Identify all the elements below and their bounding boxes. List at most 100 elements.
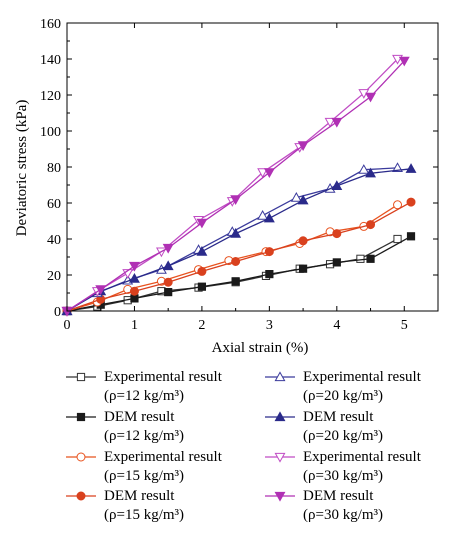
series-line [66, 58, 398, 312]
legend-label: Experimental result [303, 449, 422, 465]
y-axis-label: Deviatoric stress (kPa) [14, 100, 30, 237]
series-line [66, 60, 405, 312]
legend-entry-2: DEM result (ρ=12 kg/m³) [66, 409, 184, 444]
x-tick-label: 1 [131, 318, 138, 333]
series-7 [61, 54, 403, 317]
plot-area [61, 54, 417, 317]
legend-entry-6: DEM result (ρ=20 kg/m³) [265, 409, 383, 444]
x-tick-label: 3 [266, 318, 273, 333]
legend-entry-1: Experimental result (ρ=12 kg/m³) [66, 369, 223, 404]
y-tick-label: 0 [54, 305, 61, 320]
data-point [129, 272, 140, 283]
data-point [164, 288, 173, 297]
legend-label-density: (ρ=20 kg/m³) [303, 388, 383, 404]
data-point [366, 254, 375, 263]
legend-label: DEM result [104, 409, 175, 425]
legend-label-density: (ρ=12 kg/m³) [104, 428, 184, 444]
data-point [197, 282, 207, 291]
legend-entry-7: Experimental result (ρ=30 kg/m³) [265, 449, 422, 484]
plot-frame [66, 22, 439, 312]
legend-marker [274, 411, 286, 422]
data-point [129, 261, 140, 272]
data-point [263, 168, 275, 179]
data-point [162, 243, 174, 254]
data-point [230, 195, 242, 206]
legend-marker [274, 452, 286, 463]
x-tick-label: 0 [64, 318, 71, 333]
legend-marker [76, 412, 86, 422]
data-point [365, 167, 376, 178]
data-point [197, 266, 207, 276]
y-tick-label: 160 [40, 17, 61, 32]
series-2 [62, 232, 416, 316]
y-tick-label: 140 [40, 53, 61, 68]
series-line [66, 168, 412, 312]
x-tick-label: 2 [198, 318, 205, 333]
legend-entry-5: Experimental result (ρ=20 kg/m³) [265, 369, 422, 404]
series-5 [61, 162, 403, 316]
data-point [332, 258, 341, 267]
series-line [66, 235, 412, 312]
legend-label-density: (ρ=30 kg/m³) [303, 507, 383, 523]
legend-label-density: (ρ=15 kg/m³) [104, 468, 184, 484]
x-tick-label: 4 [333, 318, 340, 333]
legend-label: Experimental result [303, 369, 422, 385]
data-point [298, 236, 308, 246]
data-point [393, 200, 403, 210]
legend-entry-8: DEM result (ρ=30 kg/m³) [265, 488, 383, 523]
data-point [297, 194, 309, 205]
y-tick-label: 80 [47, 161, 61, 176]
data-point [324, 117, 336, 128]
series-line [66, 167, 398, 312]
legend: Experimental result(ρ=12 kg/m³)Experimen… [66, 369, 422, 523]
data-point [257, 209, 269, 220]
data-point [196, 218, 208, 229]
axes: 0 1 2 3 4 5 0 20 40 60 80 100 120 140 160 [40, 17, 439, 333]
data-point [406, 232, 416, 241]
legend-label-density: (ρ=15 kg/m³) [104, 507, 184, 523]
series-line [66, 238, 398, 312]
legend-label: DEM result [104, 488, 175, 504]
data-point [332, 229, 342, 239]
data-point [231, 257, 241, 266]
legend-label-density: (ρ=12 kg/m³) [104, 388, 184, 404]
legend-label-density: (ρ=20 kg/m³) [303, 428, 383, 444]
legend-label: DEM result [303, 488, 374, 504]
y-tick-label: 20 [47, 269, 61, 284]
y-tick-label: 60 [47, 197, 61, 212]
data-point [331, 117, 343, 128]
series-6 [61, 163, 417, 316]
series-8 [61, 56, 410, 317]
data-point [365, 92, 376, 103]
legend-marker [76, 372, 86, 382]
data-point [95, 285, 107, 296]
data-point [263, 212, 275, 223]
data-point [196, 245, 208, 256]
series-3 [62, 200, 403, 316]
legend-marker [76, 452, 86, 462]
data-point [129, 286, 139, 296]
legend-marker [274, 371, 286, 382]
data-point [297, 141, 309, 152]
legend-label-density: (ρ=30 kg/m³) [303, 468, 383, 484]
data-point [264, 247, 274, 257]
legend-label: DEM result [303, 409, 374, 425]
data-point [393, 234, 402, 244]
data-point [257, 168, 269, 179]
data-point [290, 191, 302, 202]
data-point [130, 294, 139, 303]
data-point [162, 260, 174, 271]
data-point [331, 180, 343, 190]
x-axis-label: Axial strain (%) [212, 340, 309, 356]
y-tick-label: 120 [40, 89, 61, 104]
y-tick-label: 100 [40, 125, 61, 140]
legend-entry-4: DEM result (ρ=15 kg/m³) [66, 488, 184, 523]
data-point [406, 197, 416, 207]
legend-entry-3: Experimental result (ρ=15 kg/m³) [66, 449, 223, 484]
data-point [405, 163, 417, 173]
data-point [366, 220, 376, 230]
legend-marker [76, 491, 86, 501]
data-point [358, 164, 370, 174]
y-tick-label: 40 [47, 233, 61, 248]
